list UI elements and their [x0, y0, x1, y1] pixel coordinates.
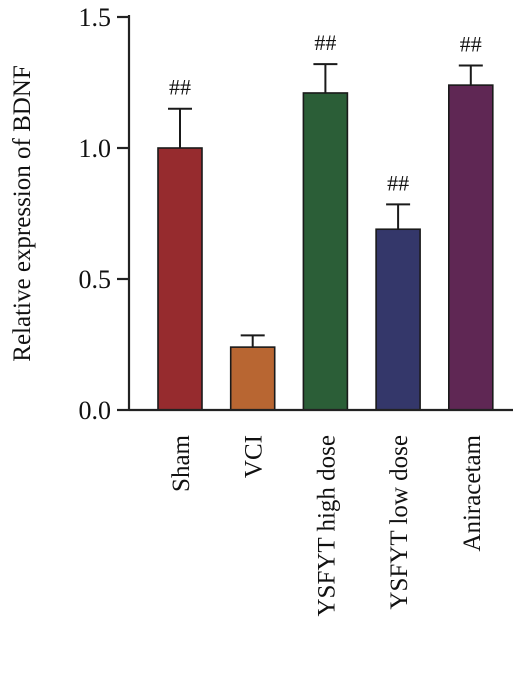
significance-label: ## [314, 30, 336, 55]
x-tick-label: Sham [168, 434, 195, 492]
bar-ysfyt-high-dose [302, 92, 349, 411]
x-tick-label: YSFYT high dose [313, 435, 340, 617]
significance-label: ## [460, 31, 482, 56]
significance-label: ## [169, 75, 191, 100]
bars: ## ## ## ## [157, 30, 494, 411]
y-tick-label: 1.0 [79, 134, 112, 163]
bar-ysfyt-low-dose [375, 228, 421, 411]
x-axis: Sham VCI YSFYT high dose YSFYT low dose Anir… [129, 408, 513, 617]
significance-label: ## [387, 170, 409, 195]
bar-aniracetam [447, 84, 494, 411]
y-axis: 0.0 0.5 1.0 1.5 [79, 3, 131, 425]
x-tick-label: YSFYT low dose [386, 435, 413, 610]
y-axis-label: Relative expression of BDNF [9, 65, 36, 361]
y-tick-label: 1.5 [79, 3, 112, 32]
x-tick-label: VCI [241, 435, 268, 478]
y-tick-label: 0.0 [79, 396, 112, 425]
bar-vci [229, 346, 276, 411]
bar-sham [157, 147, 203, 411]
x-tick-label: Aniracetam [459, 434, 486, 551]
y-tick-label: 0.5 [79, 265, 112, 294]
